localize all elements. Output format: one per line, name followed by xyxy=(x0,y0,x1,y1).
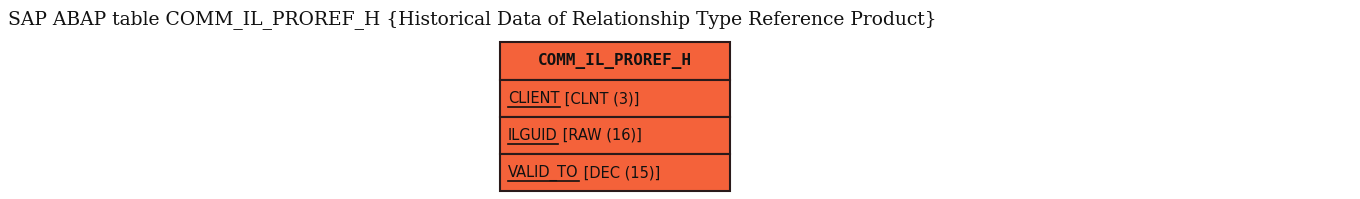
Text: SAP ABAP table COMM_IL_PROREF_H {Historical Data of Relationship Type Reference : SAP ABAP table COMM_IL_PROREF_H {Histori… xyxy=(8,10,937,29)
Text: ILGUID: ILGUID xyxy=(509,128,558,143)
Text: [RAW (16)]: [RAW (16)] xyxy=(558,128,642,143)
Bar xyxy=(500,154,730,191)
Text: [CLNT (3)]: [CLNT (3)] xyxy=(559,91,639,106)
Bar xyxy=(500,42,730,80)
Text: CLIENT: CLIENT xyxy=(509,91,559,106)
Bar xyxy=(500,117,730,154)
Bar xyxy=(500,80,730,117)
Text: COMM_IL_PROREF_H: COMM_IL_PROREF_H xyxy=(539,53,692,69)
Text: VALID_TO: VALID_TO xyxy=(509,164,578,181)
Text: [DEC (15)]: [DEC (15)] xyxy=(578,165,660,180)
